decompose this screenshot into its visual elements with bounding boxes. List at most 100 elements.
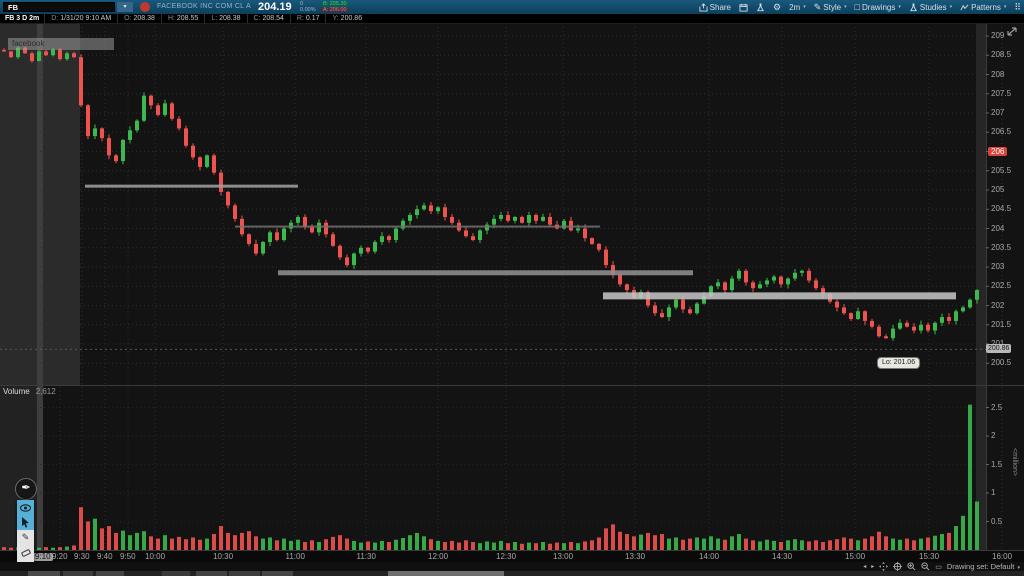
box-zoom-icon[interactable]: ▭	[935, 563, 942, 571]
studies-flask-icon	[909, 2, 917, 11]
taskbar-app[interactable]	[63, 571, 93, 576]
time-axis-label: 9:10	[33, 552, 53, 561]
volume-axis-label: 2.5	[991, 402, 1003, 412]
alert-icon[interactable]	[140, 2, 150, 12]
studies-button[interactable]: Studies ▾	[909, 3, 952, 12]
zoom-in-icon[interactable]	[907, 562, 916, 571]
ohlc-field: Y: 200.86	[325, 14, 368, 23]
expand-icon	[1007, 27, 1017, 36]
analyze-button[interactable]	[756, 2, 765, 12]
price-axis-label: 206.5	[991, 127, 1012, 137]
price-axis-label: 207.5	[991, 88, 1012, 98]
drawing-pen-tool-button[interactable]: ✒	[15, 478, 37, 500]
ask-price-badge: 206	[988, 146, 1008, 156]
brush-icon: ✎	[813, 1, 822, 12]
patterns-button[interactable]: Patterns ▾	[960, 3, 1006, 12]
price-axis-label: 204	[991, 223, 1005, 233]
symbol-dropdown-button[interactable]: ▾	[117, 2, 133, 12]
taskbar-app[interactable]	[229, 571, 260, 576]
volume-label: Volume	[3, 387, 30, 396]
chart-status-bar: ◂ ▸ ▭ Drawing set: Default ▾	[0, 562, 1024, 571]
cursor-icon	[22, 517, 29, 528]
square-icon: □	[854, 1, 861, 12]
drawn-price-level[interactable]	[85, 184, 298, 188]
time-axis-label: 12:30	[496, 552, 517, 561]
drawn-price-level[interactable]	[278, 270, 693, 276]
bid-ask-badge: B: 205.30 A: 206.00	[321, 1, 349, 13]
grid-icon: ⠿	[1014, 1, 1021, 12]
time-axis-label: 10:30	[213, 552, 234, 561]
flask-icon	[757, 2, 764, 11]
share-icon	[699, 2, 708, 12]
time-axis-label: 13:00	[553, 552, 574, 561]
price-axis-label: 202.5	[991, 281, 1012, 291]
settings-button[interactable]: ⚙	[773, 1, 782, 12]
style-button[interactable]: ✎ Style ▾	[813, 1, 847, 12]
zigzag-icon	[960, 4, 969, 10]
ohlc-field: O: 208.38	[117, 14, 161, 23]
time-axis-label: 16:00	[992, 552, 1013, 561]
gear-icon: ⚙	[773, 1, 782, 12]
taskbar-app[interactable]	[262, 571, 293, 576]
pencil-tool-button[interactable]: ✎	[17, 530, 34, 545]
calendar-button[interactable]	[739, 3, 748, 12]
company-name: FACEBOOK INC COM CL A	[157, 3, 251, 10]
pan-tool-icon[interactable]	[879, 562, 889, 571]
time-axis-label: 12:00	[428, 552, 449, 561]
volume-header: Volume 2,612	[3, 387, 56, 396]
time-axis-label: 13:30	[625, 552, 646, 561]
ohlc-field: R: 0.17	[289, 14, 326, 23]
price-axis-label: 205	[991, 185, 1005, 194]
timeframe-button[interactable]: 2m ▾	[789, 2, 806, 12]
time-axis-label: 15:30	[919, 552, 940, 561]
pan-left-icon[interactable]: ◂	[863, 564, 867, 570]
price-axis-label: 203.5	[991, 242, 1012, 252]
time-axis-label: 11:00	[285, 552, 305, 561]
time-axis-label: 9:20	[52, 552, 68, 561]
watermark: facebook	[8, 38, 114, 50]
drawing-toolbar: ✎ ◈	[17, 500, 34, 576]
show-drawings-button[interactable]	[17, 500, 34, 515]
taskbar-app[interactable]	[96, 571, 124, 576]
drawing-set-label[interactable]: Drawing set: Default ▾	[946, 562, 1020, 571]
ask-value: A: 206.00	[321, 7, 349, 13]
taskbar-app[interactable]	[28, 571, 60, 576]
os-taskbar[interactable]	[0, 571, 1024, 576]
volume-value: 2,612	[35, 387, 56, 396]
symbol-input[interactable]: FB	[3, 2, 115, 12]
volume-axis-label: 1.5	[991, 459, 1003, 469]
change-value: 0	[300, 1, 304, 7]
eraser-tool-button[interactable]	[17, 545, 34, 560]
maximize-chart-button[interactable]	[1005, 25, 1019, 38]
title-bar: FB ▾ FACEBOOK INC COM CL A 204.19 0 0.00…	[0, 0, 1024, 14]
volume-unit-label: <million>	[1011, 448, 1018, 477]
ohlc-readout-bar: FB 3 D 2m D: 1/31/20 9:10 AM O: 208.38 H: …	[0, 14, 1024, 24]
prev-close-badge: 200.86	[986, 344, 1012, 354]
taskbar-app[interactable]	[196, 571, 227, 576]
drawn-price-level[interactable]	[603, 292, 956, 300]
zoom-out-icon[interactable]	[921, 562, 930, 571]
time-axis-label: 15:00	[845, 552, 866, 561]
price-axis-label: 207	[991, 108, 1005, 117]
crosshair-icon[interactable]	[893, 562, 903, 571]
share-button[interactable]: Share	[699, 3, 731, 12]
taskbar-app[interactable]	[162, 571, 190, 576]
change-percent: 0.00%	[300, 7, 316, 13]
price-axis-label: 200.5	[991, 358, 1012, 368]
calendar-icon	[739, 3, 748, 12]
time-axis-label: 9:50	[120, 552, 136, 561]
apps-grid-button[interactable]: ⠿	[1014, 1, 1021, 12]
drawings-button[interactable]: □ Drawings ▾	[854, 1, 901, 12]
taskbar-app[interactable]	[388, 571, 504, 576]
price-axis-label: 208.5	[991, 50, 1012, 60]
pen-nib-icon: ✒	[21, 482, 31, 494]
last-price: 204.19	[258, 1, 292, 13]
price-axis-label: 201.5	[991, 319, 1012, 329]
drawn-price-level[interactable]	[235, 225, 600, 228]
time-axis-label: 9:30	[74, 552, 90, 561]
volume-axis-label: 0.5	[991, 516, 1003, 526]
pan-right-icon[interactable]: ▸	[871, 564, 875, 570]
cursor-tool-button[interactable]	[17, 515, 34, 530]
